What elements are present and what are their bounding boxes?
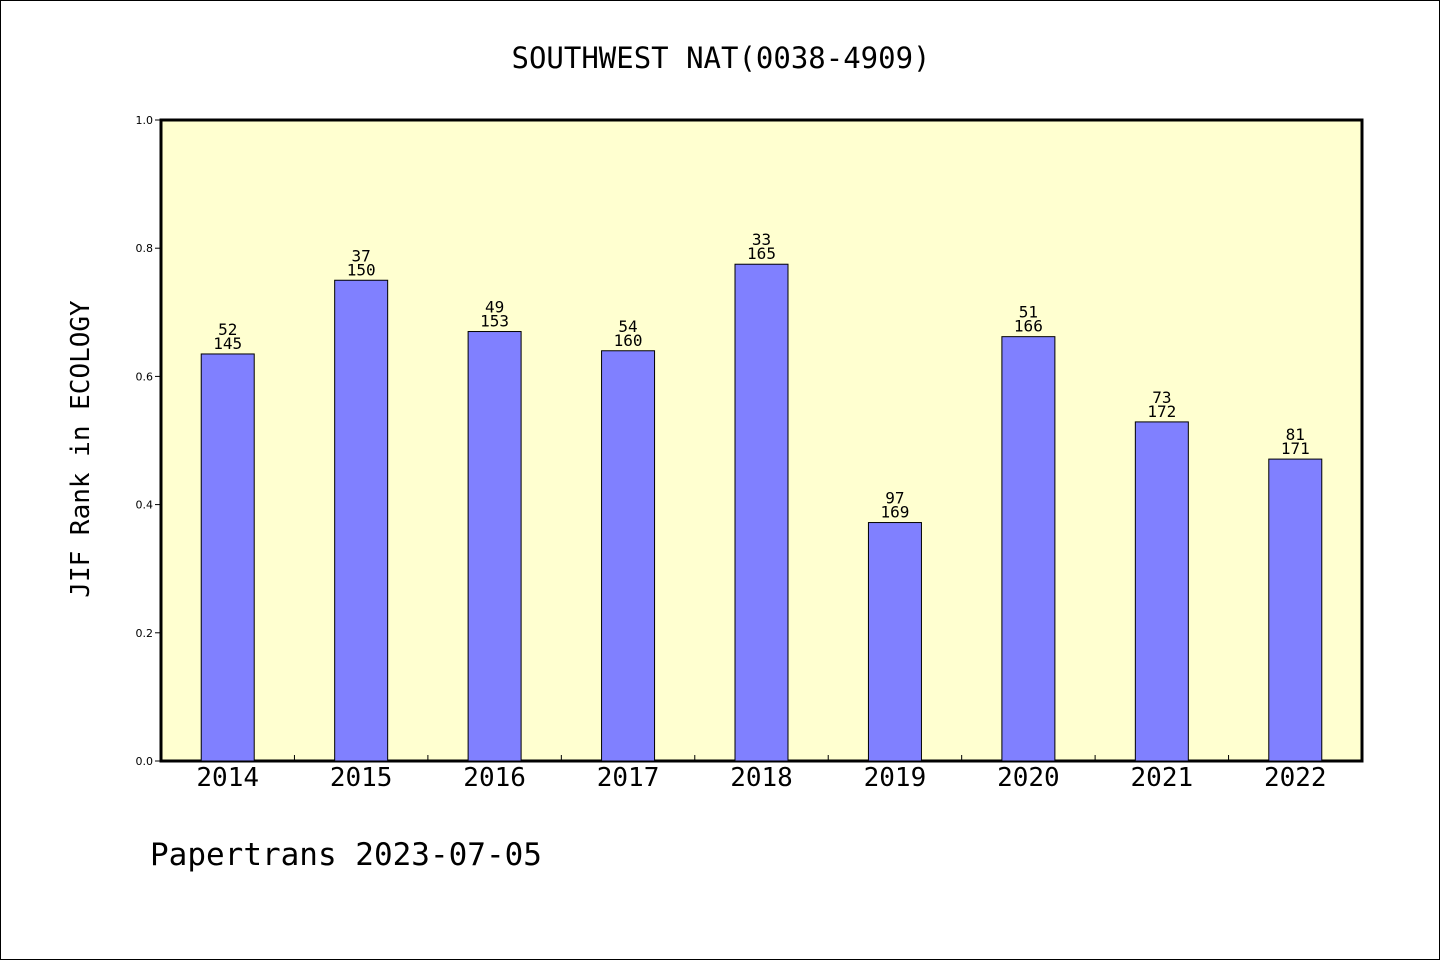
bar-total-label: 160 <box>614 331 643 350</box>
bars-group <box>200 263 1323 762</box>
x-tick-label: 2014 <box>196 763 259 793</box>
bar <box>601 350 656 762</box>
bar <box>467 331 522 762</box>
y-axis-label: JIF Rank in ECOLOGY <box>66 300 96 598</box>
bar-rank-label: 73 <box>1152 388 1171 407</box>
bar <box>200 353 255 762</box>
y-tick-label: 0.2 <box>136 627 154 640</box>
x-tick-label: 2022 <box>1264 763 1327 793</box>
y-tick-label: 0.6 <box>136 370 154 383</box>
bar-total-label: 150 <box>347 260 376 279</box>
bar <box>867 522 922 762</box>
bar-total-label: 153 <box>480 312 509 331</box>
bar-rank-label: 33 <box>752 230 771 249</box>
y-tick-label: 0.4 <box>136 499 154 512</box>
bar-total-label: 172 <box>1147 402 1176 421</box>
y-axis: 0.0 0.2 0.4 0.6 0.8 1.0 <box>136 114 161 768</box>
bar-rank-label: 81 <box>1286 425 1305 444</box>
x-tick-label: 2018 <box>730 763 793 793</box>
bar <box>1268 458 1323 762</box>
bar-total-label: 165 <box>747 244 776 263</box>
bar <box>734 263 789 762</box>
bar-rank-label: 52 <box>218 320 237 339</box>
y-tick-label: 1.0 <box>136 114 154 127</box>
x-tick-label: 2017 <box>597 763 660 793</box>
bar <box>334 279 389 762</box>
x-tick-label: 2016 <box>463 763 526 793</box>
x-tick-label: 2020 <box>997 763 1060 793</box>
bar <box>1001 336 1056 762</box>
bar-total-label: 145 <box>213 334 242 353</box>
bar <box>1134 421 1189 762</box>
chart-title: SOUTHWEST NAT(0038-4909) <box>511 41 930 75</box>
x-tick-label: 2021 <box>1131 763 1194 793</box>
bar-total-label: 169 <box>880 503 909 522</box>
y-tick-label: 0.0 <box>136 755 154 768</box>
bar-rank-label: 97 <box>885 489 904 508</box>
x-tick-label: 2015 <box>330 763 393 793</box>
bar-rank-label: 49 <box>485 298 504 317</box>
bar-rank-label: 54 <box>618 317 637 336</box>
footer-stamp: Papertrans 2023-07-05 <box>150 837 542 873</box>
x-tick-label: 2019 <box>864 763 927 793</box>
bar-total-label: 171 <box>1281 439 1310 458</box>
bar-rank-label: 51 <box>1019 303 1038 322</box>
bar-total-label: 166 <box>1014 317 1043 336</box>
y-tick-label: 0.8 <box>136 242 154 255</box>
x-axis: 2014 2015 2016 2017 2018 2019 2020 2021 2022 <box>196 755 1327 793</box>
bar-rank-label: 37 <box>352 246 371 265</box>
